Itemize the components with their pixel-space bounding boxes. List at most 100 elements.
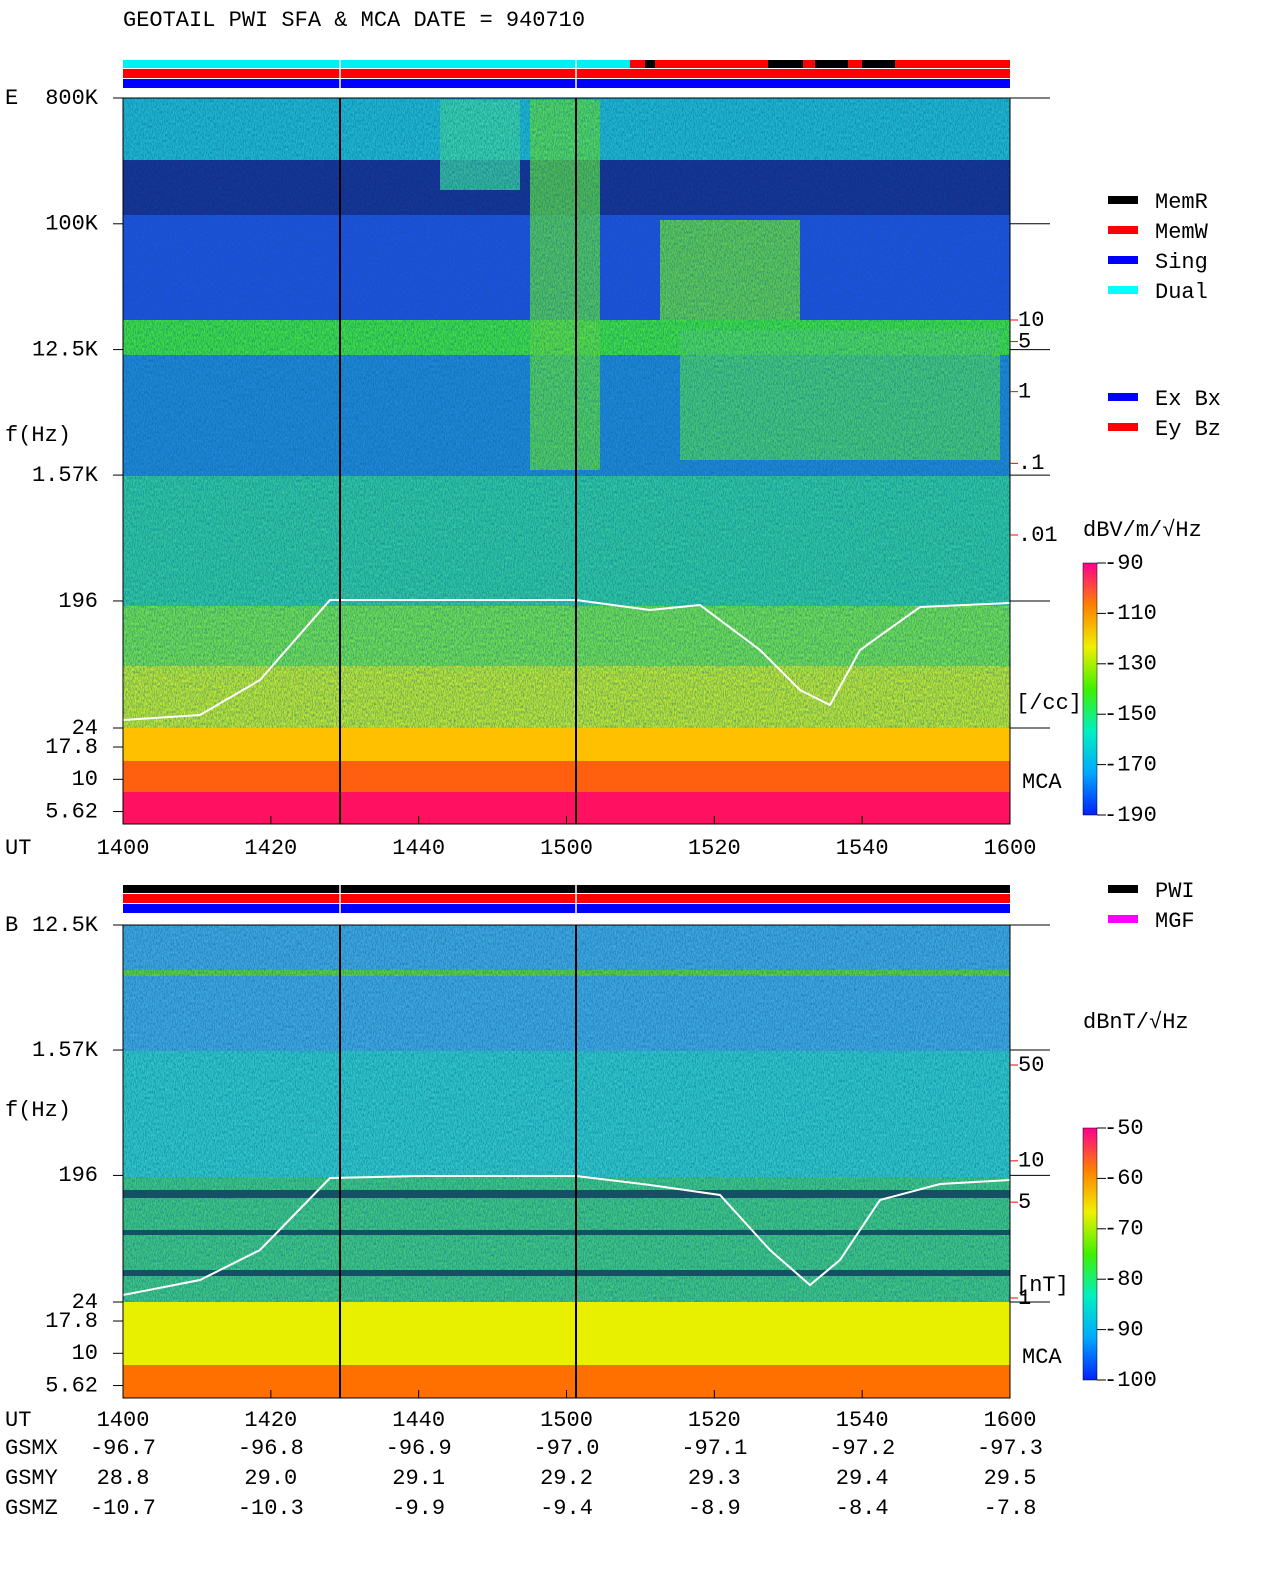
legend-swatch bbox=[1108, 196, 1138, 204]
y-tick-label: 12.5K bbox=[32, 337, 99, 362]
legend-label: Sing bbox=[1155, 250, 1208, 275]
y2-tick-label: 1 bbox=[1018, 1286, 1031, 1311]
colorbar-label: dBnT/√Hz bbox=[1083, 1010, 1189, 1035]
y2-tick-label: 5 bbox=[1018, 329, 1031, 354]
mode-bar bbox=[123, 885, 1010, 893]
colorbar-tick-label: -110 bbox=[1104, 601, 1157, 626]
y-tick-label: 196 bbox=[58, 1163, 98, 1188]
colorbar-tick-label: -60 bbox=[1104, 1166, 1144, 1191]
orbit-value: -97.1 bbox=[681, 1436, 747, 1461]
orbit-value: -8.9 bbox=[688, 1496, 741, 1521]
legend-swatch bbox=[1108, 256, 1138, 264]
x-tick-label: 1600 bbox=[984, 836, 1037, 861]
orbit-value: -8.4 bbox=[836, 1496, 889, 1521]
colorbar-tick-label: -170 bbox=[1104, 752, 1157, 777]
orbit-value: 28.8 bbox=[97, 1466, 150, 1491]
x-tick-label: 1440 bbox=[392, 836, 445, 861]
x-tick-label: 1540 bbox=[836, 1408, 889, 1433]
mca-label: MCA bbox=[1022, 770, 1062, 795]
orbit-value: -96.9 bbox=[386, 1436, 452, 1461]
x-tick-label: 1540 bbox=[836, 836, 889, 861]
x-tick-label: 1400 bbox=[97, 1408, 150, 1433]
colorbar-tick-label: -90 bbox=[1104, 551, 1144, 576]
y2-tick-label: .01 bbox=[1018, 523, 1058, 548]
orbit-value: 29.3 bbox=[688, 1466, 741, 1491]
orbit-value: -10.3 bbox=[238, 1496, 304, 1521]
legend-swatch bbox=[1108, 226, 1138, 234]
colorbar-tick-label: -190 bbox=[1104, 803, 1157, 828]
orbit-value: -10.7 bbox=[90, 1496, 156, 1521]
legend-label: MemR bbox=[1155, 190, 1208, 215]
mode-bar bbox=[123, 894, 1010, 903]
legend-swatch bbox=[1108, 885, 1138, 893]
orbit-value: -97.3 bbox=[977, 1436, 1043, 1461]
spectrogram-band bbox=[123, 728, 1010, 761]
mode-bar bbox=[815, 60, 848, 68]
colorbar bbox=[1082, 562, 1098, 816]
y-tick-label: 1.57K bbox=[32, 463, 99, 488]
legend-label: Dual bbox=[1155, 280, 1208, 305]
spectrogram-noise bbox=[123, 98, 1010, 728]
colorbar bbox=[1082, 1127, 1098, 1381]
orbit-value: 29.2 bbox=[540, 1466, 593, 1491]
y-tick-label: 196 bbox=[58, 589, 98, 614]
y-tick-label: 1.57K bbox=[32, 1038, 99, 1063]
x-tick-label: 1420 bbox=[244, 1408, 297, 1433]
y-tick-label: 24 bbox=[72, 716, 98, 741]
legend-label: MemW bbox=[1155, 220, 1209, 245]
orbit-row-label: GSMZ bbox=[5, 1496, 58, 1521]
colorbar-tick-label: -90 bbox=[1104, 1317, 1144, 1342]
orbit-value: 29.4 bbox=[836, 1466, 889, 1491]
y2-tick-label: 10 bbox=[1018, 1149, 1044, 1174]
orbit-row-label: GSMY bbox=[5, 1466, 58, 1491]
spectrogram-band bbox=[123, 761, 1010, 792]
orbit-value: 29.0 bbox=[244, 1466, 297, 1491]
mca-tick-label: 10 bbox=[72, 767, 98, 792]
legend-swatch bbox=[1108, 286, 1138, 294]
orbit-row-label: GSMX bbox=[5, 1436, 58, 1461]
mode-bar bbox=[645, 60, 655, 68]
orbit-value: 29.5 bbox=[984, 1466, 1037, 1491]
orbit-value: -96.8 bbox=[238, 1436, 304, 1461]
x-tick-label: 1500 bbox=[540, 836, 593, 861]
mca-tick-label: 5.62 bbox=[45, 1373, 98, 1398]
colorbar-tick-label: -100 bbox=[1104, 1368, 1157, 1393]
mca-tick-label: 17.8 bbox=[45, 1309, 98, 1334]
plasma-line bbox=[122, 599, 1011, 721]
x-tick-label: 1520 bbox=[688, 1408, 741, 1433]
legend-label: MGF bbox=[1155, 909, 1195, 934]
plasma-line bbox=[122, 1175, 1011, 1296]
x-tick-label: 1420 bbox=[244, 836, 297, 861]
y-tick-label: 12.5K bbox=[32, 913, 99, 938]
panel-label: E bbox=[5, 86, 18, 111]
mode-bar bbox=[123, 60, 630, 68]
x-tick-label: 1440 bbox=[392, 1408, 445, 1433]
legend-swatch bbox=[1108, 393, 1138, 401]
y-tick-label: 100K bbox=[45, 212, 99, 237]
y2-tick-label: 5 bbox=[1018, 1190, 1031, 1215]
legend-swatch bbox=[1108, 915, 1138, 923]
orbit-value: -97.2 bbox=[829, 1436, 895, 1461]
legend-label: Ex Bx bbox=[1155, 387, 1221, 412]
mca-label: MCA bbox=[1022, 1345, 1062, 1370]
orbit-value: -97.0 bbox=[533, 1436, 599, 1461]
y-tick-label: 800K bbox=[45, 86, 99, 111]
colorbar-tick-label: -130 bbox=[1104, 652, 1157, 677]
y-axis-label: f(Hz) bbox=[5, 1098, 71, 1123]
colorbar-tick-label: -50 bbox=[1104, 1116, 1144, 1141]
mode-bar bbox=[123, 79, 1010, 88]
mca-tick-label: 5.62 bbox=[45, 799, 98, 824]
legend-swatch bbox=[1108, 423, 1138, 431]
mode-bar bbox=[123, 69, 1010, 78]
mode-bar bbox=[768, 60, 803, 68]
mode-bar bbox=[862, 60, 895, 68]
colorbar-tick-label: -80 bbox=[1104, 1267, 1144, 1292]
y2-tick-label: 10 bbox=[1018, 308, 1044, 333]
mode-bar bbox=[123, 904, 1010, 913]
y-tick-label: 24 bbox=[72, 1290, 98, 1315]
y-axis-label: f(Hz) bbox=[5, 423, 71, 448]
mca-tick-label: 17.8 bbox=[45, 735, 98, 760]
y2-tick-label: .1 bbox=[1018, 451, 1044, 476]
